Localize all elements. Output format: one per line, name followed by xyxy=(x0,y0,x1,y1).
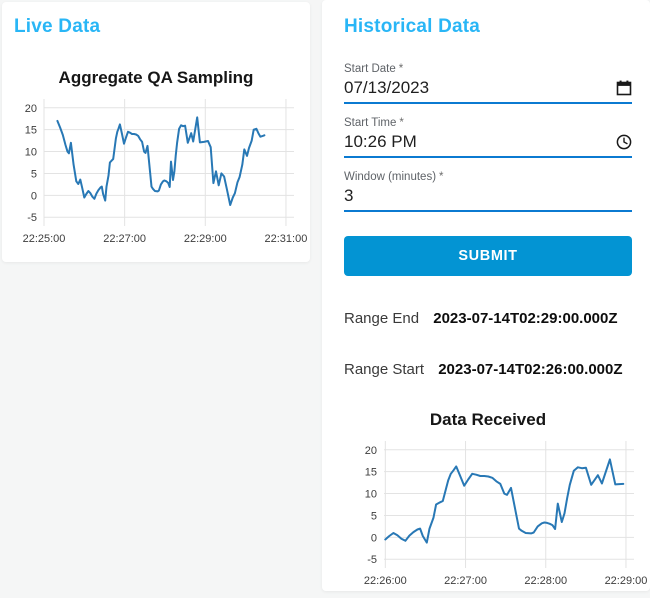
svg-text:22:25:00: 22:25:00 xyxy=(23,233,66,245)
calendar-icon[interactable] xyxy=(616,80,632,96)
range-end-label: Range End xyxy=(344,310,420,327)
svg-text:5: 5 xyxy=(371,510,377,522)
range-start-row: Range Start 2023-07-14T02:26:00.000Z xyxy=(344,361,632,378)
svg-text:22:29:00: 22:29:00 xyxy=(605,575,648,587)
historical-chart-block: Data Received -5 0 5 10 15 20 22:26:00 22:27:00… xyxy=(344,410,647,588)
svg-text:10: 10 xyxy=(25,147,37,159)
live-data-panel: Live Data Aggregate QA Sampling -5 0 5 10 15… xyxy=(2,2,310,262)
svg-text:0: 0 xyxy=(371,532,377,544)
range-start-label: Range Start xyxy=(344,361,425,378)
svg-text:5: 5 xyxy=(31,168,37,180)
range-end-row: Range End 2023-07-14T02:29:00.000Z xyxy=(344,310,632,327)
start-time-field[interactable]: Start Time * 10:26 PM xyxy=(344,116,632,158)
live-chart-title: Aggregate QA Sampling xyxy=(58,68,254,87)
start-date-field[interactable]: Start Date * 07/13/2023 xyxy=(344,62,632,104)
historical-form: Start Date * 07/13/2023 xyxy=(344,62,632,276)
submit-button[interactable]: SUBMIT xyxy=(344,236,632,276)
svg-text:22:26:00: 22:26:00 xyxy=(364,575,407,587)
svg-text:15: 15 xyxy=(365,467,377,479)
window-minutes-field[interactable]: Window (minutes) * 3 xyxy=(344,170,632,212)
results: Range End 2023-07-14T02:29:00.000Z Range… xyxy=(344,310,632,378)
svg-text:0: 0 xyxy=(31,190,37,202)
historical-data-panel: Historical Data Start Date * 07/13/2023 xyxy=(322,0,650,591)
svg-text:-5: -5 xyxy=(27,212,37,224)
svg-text:22:28:00: 22:28:00 xyxy=(524,575,567,587)
svg-text:22:27:00: 22:27:00 xyxy=(103,233,146,245)
historical-chart: -5 0 5 10 15 20 22:26:00 22:27:00 22:28:00 22:29:… xyxy=(364,441,648,587)
svg-text:22:29:00: 22:29:00 xyxy=(184,233,227,245)
svg-text:20: 20 xyxy=(25,103,37,115)
window-minutes-label: Window (minutes) * xyxy=(344,171,444,183)
start-time-label: Start Time * xyxy=(344,117,404,129)
start-time-input[interactable]: 10:26 PM xyxy=(344,132,417,151)
historical-data-heading: Historical Data xyxy=(344,16,481,37)
clock-icon[interactable] xyxy=(616,134,632,150)
svg-text:15: 15 xyxy=(25,125,37,137)
window-minutes-input[interactable]: 3 xyxy=(344,186,354,205)
svg-text:22:31:00: 22:31:00 xyxy=(265,233,308,245)
svg-text:10: 10 xyxy=(365,489,377,501)
historical-chart-title: Data Received xyxy=(429,410,547,429)
start-date-input[interactable]: 07/13/2023 xyxy=(344,78,430,97)
live-chart-block: Aggregate QA Sampling -5 0 5 10 15 20 22:25:00… xyxy=(2,68,310,246)
svg-text:20: 20 xyxy=(365,445,377,457)
live-data-heading: Live Data xyxy=(14,16,101,37)
range-end-value: 2023-07-14T02:29:00.000Z xyxy=(433,310,618,327)
live-chart: -5 0 5 10 15 20 22:25:00 22:27:00 22:29:00 22:31:… xyxy=(23,99,308,245)
svg-text:22:27:00: 22:27:00 xyxy=(444,575,487,587)
start-date-label: Start Date * xyxy=(344,63,404,75)
svg-text:-5: -5 xyxy=(367,554,377,566)
range-start-value: 2023-07-14T02:26:00.000Z xyxy=(438,361,623,378)
